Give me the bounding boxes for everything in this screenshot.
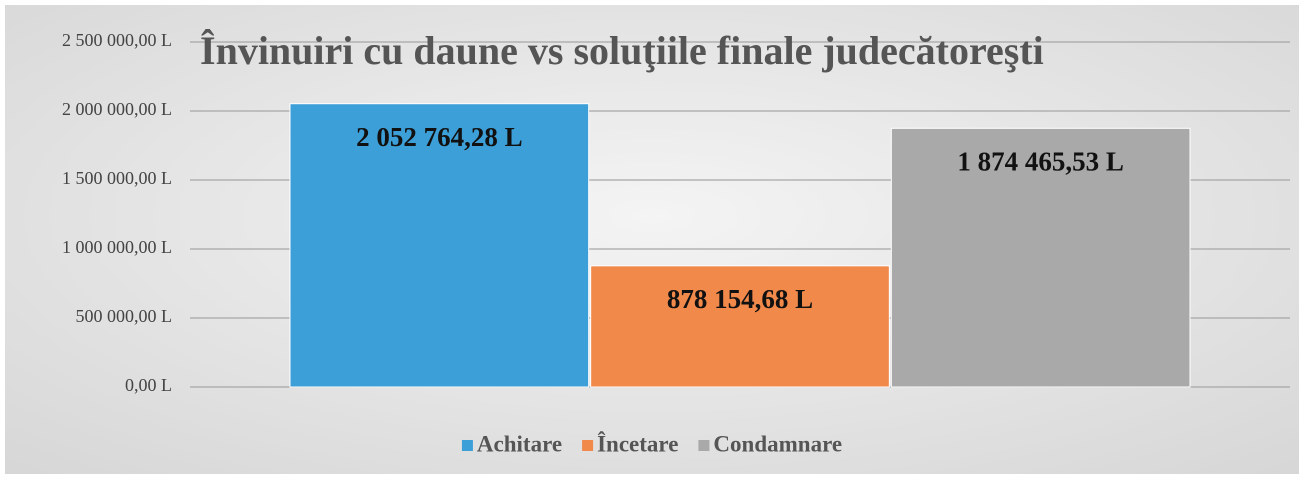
bar: [890, 127, 1191, 388]
data-label: 1 874 465,53 L: [957, 147, 1124, 177]
legend-label: Achitare: [477, 431, 562, 456]
data-label: 2 052 764,28 L: [356, 122, 523, 152]
y-tick-label: 1 000 000,00 L: [62, 237, 172, 257]
bar: [590, 265, 890, 388]
legend-swatch: [461, 440, 473, 451]
legend-label: Încetare: [597, 430, 678, 456]
bar: [289, 103, 590, 388]
chart-title: Învinuiri cu daune vs soluţiile finale j…: [200, 28, 1044, 73]
y-tick-label: 2 000 000,00 L: [62, 99, 172, 119]
y-tick-label: 1 500 000,00 L: [62, 168, 172, 188]
legend-label: Condamnare: [713, 431, 842, 456]
y-tick-label: 500 000,00 L: [76, 306, 173, 326]
data-label: 878 154,68 L: [667, 284, 813, 314]
y-tick-label: 2 500 000,00 L: [62, 30, 172, 50]
legend-swatch: [582, 440, 594, 451]
legend-swatch: [698, 440, 710, 451]
marks: [289, 103, 1191, 388]
y-tick-label: 0,00 L: [125, 375, 172, 395]
